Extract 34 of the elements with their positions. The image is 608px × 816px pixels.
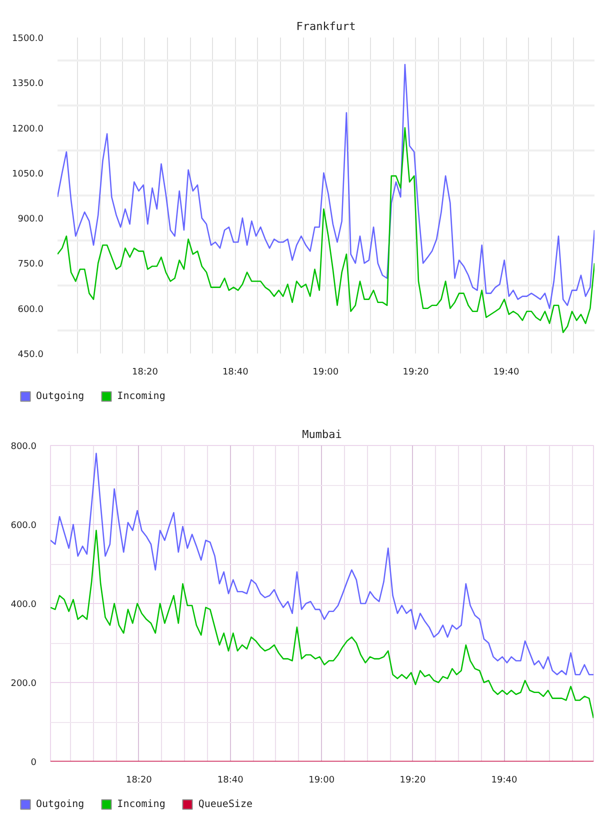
x-tick-label: 19:00 (312, 368, 339, 378)
line-series (58, 127, 594, 334)
chart-title: Frankfurt (296, 20, 356, 33)
line-series (50, 530, 594, 719)
x-tick-label: 19:40 (493, 368, 520, 378)
y-tick-label: 200.0 (10, 679, 37, 689)
x-tick-label: 19:00 (308, 776, 335, 786)
line-series (58, 64, 594, 310)
x-tick-label: 18:20 (126, 776, 152, 786)
y-tick-label: 450.0 (18, 350, 44, 360)
legend-label: Incoming (117, 798, 166, 810)
y-tick-label: 1050.0 (12, 169, 44, 180)
y-tick-label: 1200.0 (12, 124, 44, 134)
x-tick-label: 19:20 (400, 776, 426, 786)
legend-label: Outgoing (36, 390, 84, 402)
y-tick-label: 600.0 (18, 304, 44, 315)
x-tick-label: 18:40 (222, 368, 249, 378)
y-tick-label: 600.0 (10, 521, 37, 531)
y-tick-label: 0 (30, 758, 37, 768)
x-tick-label: 18:20 (132, 368, 158, 378)
y-tick-label: 900.0 (18, 214, 44, 225)
chart-title: Mumbai (302, 428, 342, 441)
y-tick-label: 800.0 (10, 442, 37, 452)
x-tick-label: 18:40 (217, 776, 244, 786)
y-tick-label: 750.0 (18, 260, 44, 270)
legend-label: Incoming (117, 390, 166, 402)
y-tick-label: 400.0 (10, 600, 37, 610)
legend-label: Outgoing (36, 798, 84, 810)
x-tick-label: 19:20 (402, 368, 430, 378)
x-tick-label: 19:40 (491, 776, 518, 786)
line-series (50, 452, 594, 676)
y-tick-label: 1350.0 (12, 79, 44, 90)
legend-label: QueueSize (198, 798, 253, 810)
y-tick-label: 1500.0 (12, 34, 44, 44)
